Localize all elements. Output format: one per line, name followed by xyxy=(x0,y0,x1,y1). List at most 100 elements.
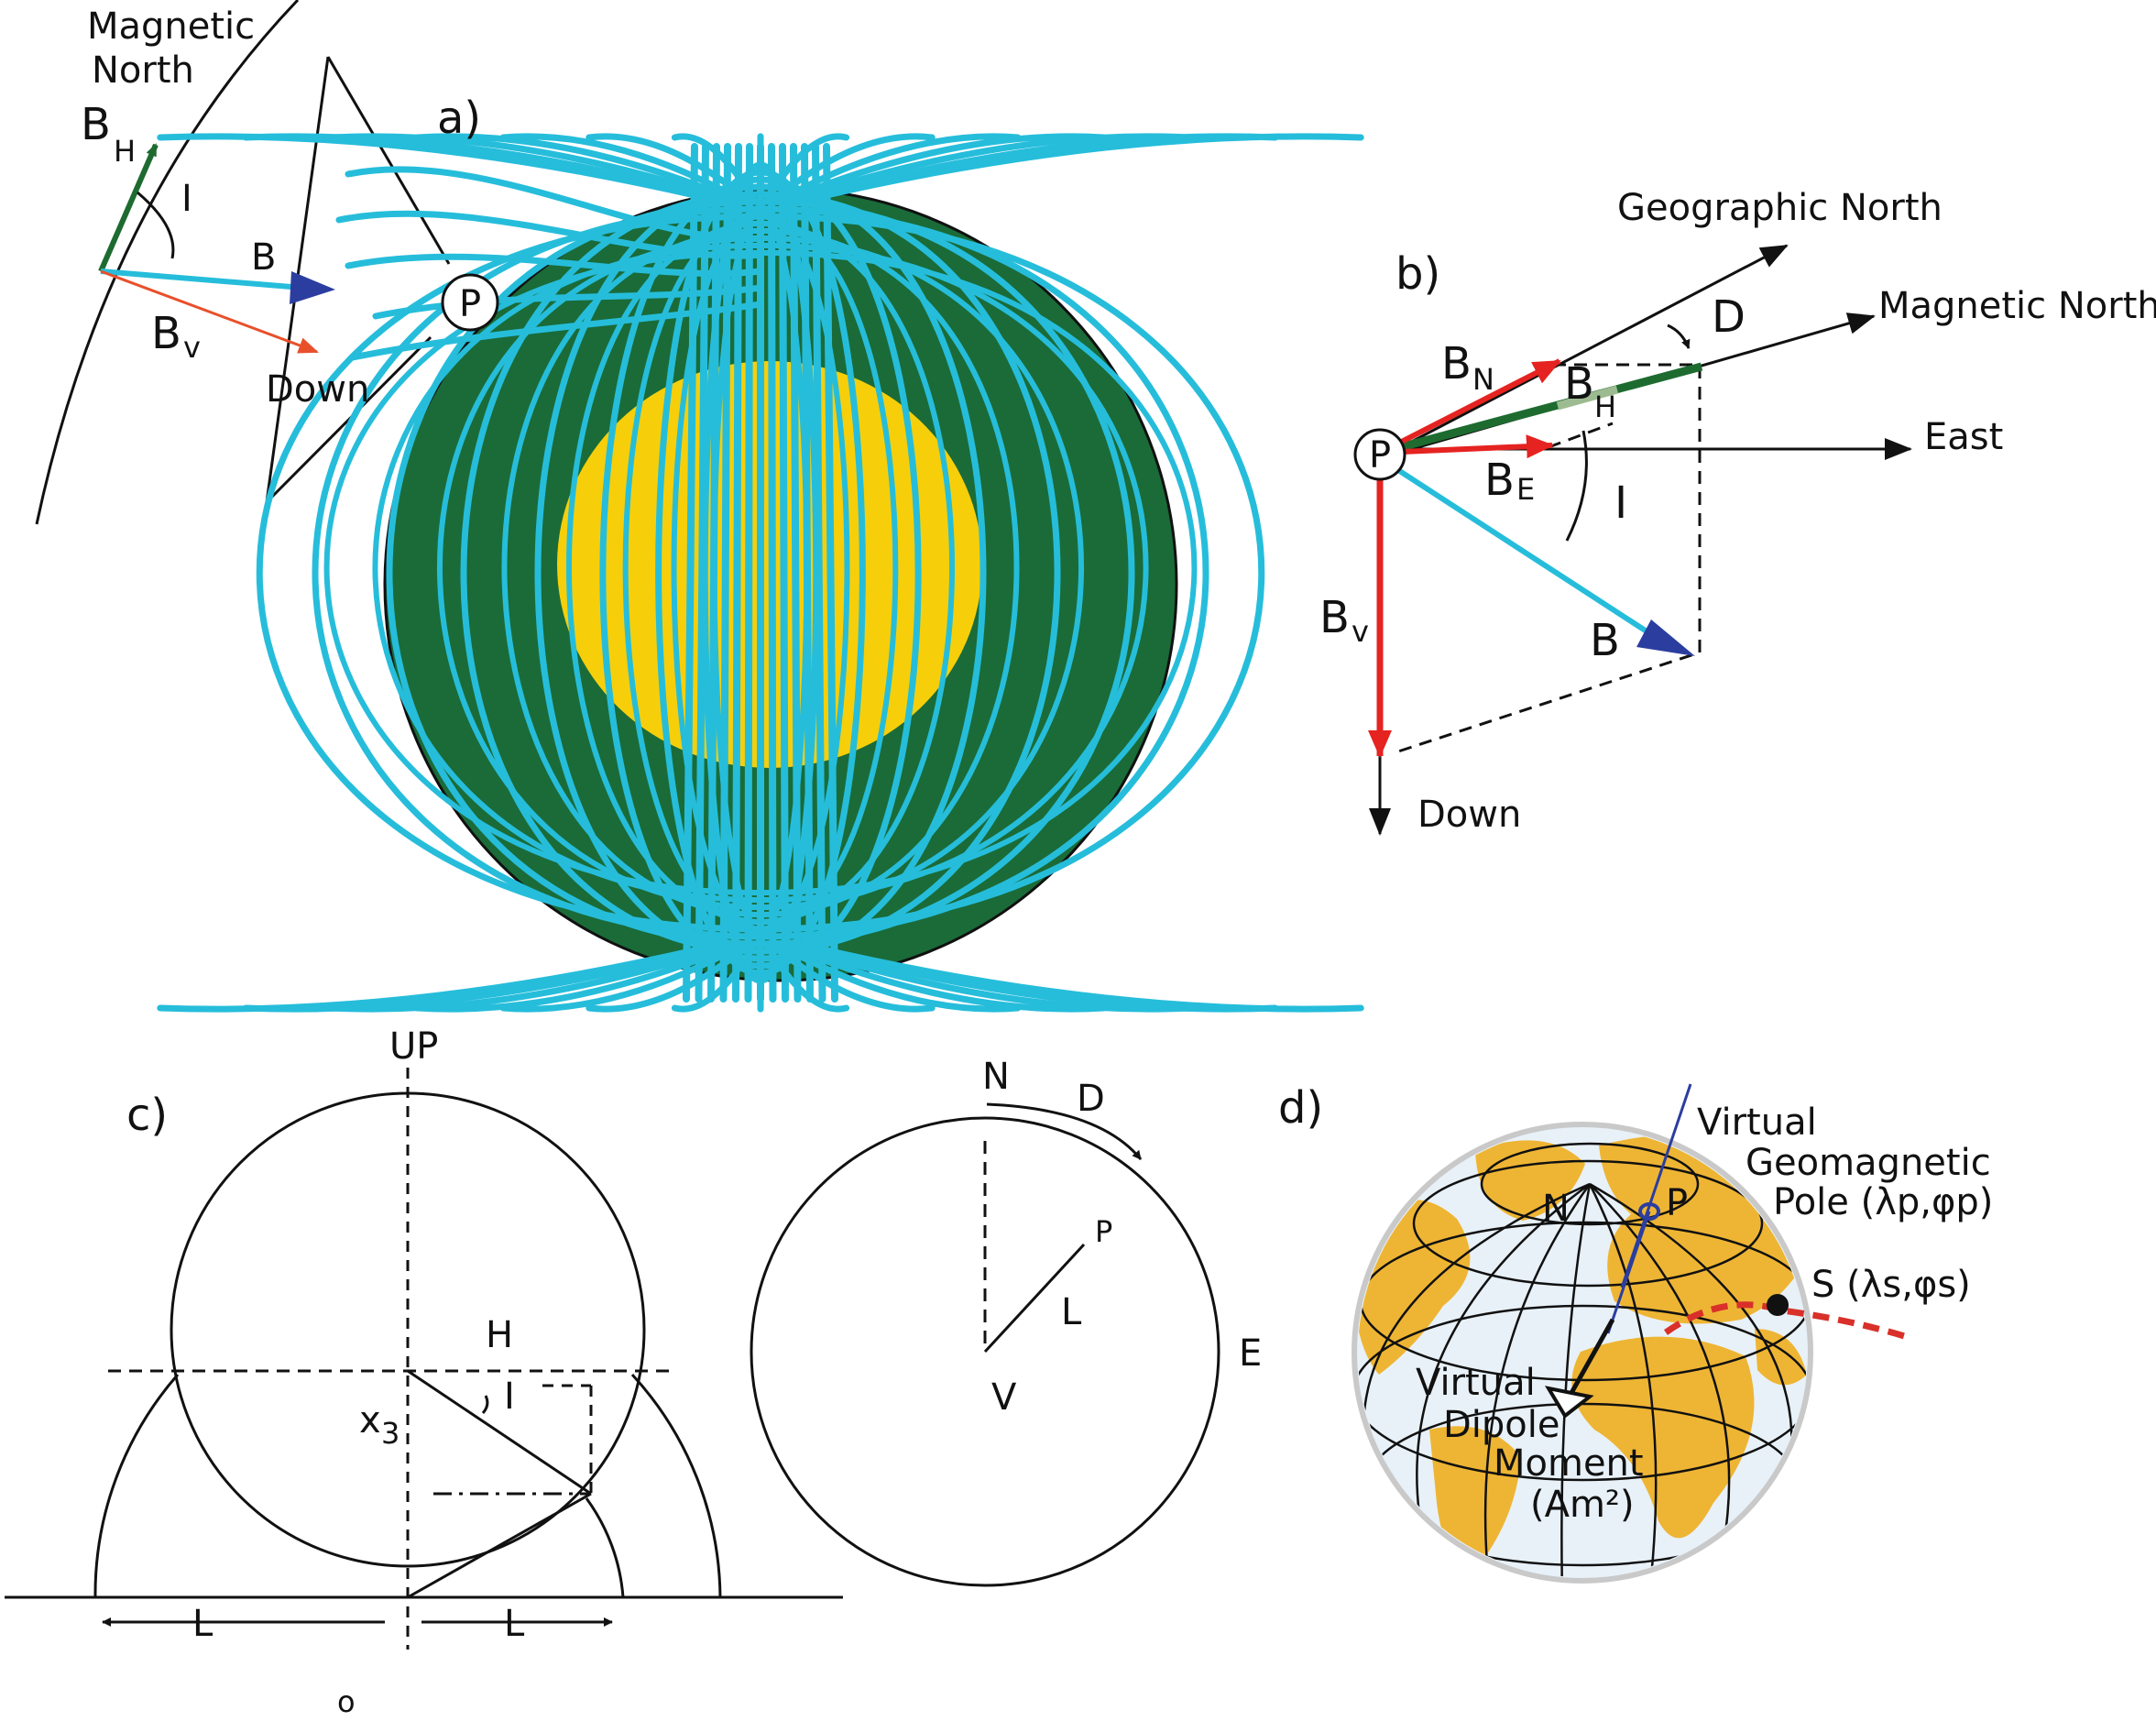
magnetic-north-label-2: North xyxy=(92,49,194,92)
bh-label: B xyxy=(81,99,111,150)
n-label: N xyxy=(1542,1188,1570,1230)
be-vector xyxy=(1379,434,1554,459)
inclination-arc xyxy=(137,191,175,259)
field-line xyxy=(790,143,802,1003)
magnetic-north-label: Magnetic North xyxy=(1878,285,2156,327)
l-right-label: L xyxy=(504,1603,525,1645)
panel-a-label: a) xyxy=(437,93,481,144)
field-line xyxy=(345,253,764,278)
bv-subscript: v xyxy=(1352,614,1369,649)
dipole-axis xyxy=(1606,1211,1651,1334)
b-vector-head xyxy=(1636,619,1695,656)
field-line xyxy=(823,143,838,1003)
panel-c xyxy=(5,1068,843,1650)
field-line xyxy=(757,191,1061,955)
inclination-arc xyxy=(1565,430,1588,542)
field-line xyxy=(801,143,814,1003)
inclination-label: I xyxy=(1614,477,1627,529)
field-line xyxy=(695,143,709,1003)
equator xyxy=(1358,1304,1807,1482)
be-label: B xyxy=(1484,455,1515,506)
site-path xyxy=(1663,1301,1912,1342)
field-line xyxy=(757,176,922,970)
point-p-marker xyxy=(1353,428,1406,481)
e-label: E xyxy=(1239,1332,1262,1375)
bn-vector xyxy=(1378,358,1561,455)
b-label: B xyxy=(251,236,276,279)
parallel-60 xyxy=(1412,1159,1764,1288)
d-label: D xyxy=(1077,1078,1105,1120)
i-label: I xyxy=(504,1376,515,1418)
field-line xyxy=(795,133,1364,205)
field-line xyxy=(812,143,826,1003)
vdm-label-4: (Am²) xyxy=(1530,1484,1635,1526)
field-line xyxy=(328,940,737,1013)
declination-arc xyxy=(1667,323,1691,349)
site-label: S (λs,φs) xyxy=(1811,1264,1971,1306)
field-line xyxy=(157,133,726,205)
bh-subscript: H xyxy=(1594,389,1616,424)
up-label: UP xyxy=(389,1025,438,1068)
field-line xyxy=(773,133,1022,205)
earth-surface-arc xyxy=(35,0,300,525)
degree-mark: o xyxy=(337,1684,356,1719)
stereonet xyxy=(750,1102,1220,1587)
bh-vector-light xyxy=(1556,385,1619,411)
field-line xyxy=(683,143,698,1003)
l-label: L xyxy=(1061,1291,1082,1333)
b-vector-head xyxy=(290,271,335,304)
bv-vector xyxy=(100,269,319,354)
vgp-label-2: Geomagnetic xyxy=(1746,1142,1991,1184)
panel-d-label: d) xyxy=(1278,1082,1323,1134)
field-line xyxy=(768,143,777,1003)
down-label: Down xyxy=(1417,794,1521,836)
field-line xyxy=(795,940,1364,1013)
bn-subscript: N xyxy=(1472,362,1494,397)
field-line xyxy=(157,940,726,1013)
field-line xyxy=(749,249,1198,896)
tangent-line-upper xyxy=(326,56,451,265)
point-p-marker xyxy=(441,273,499,332)
panel-c-label: c) xyxy=(126,1090,168,1141)
meridian-7 xyxy=(1362,1182,1591,1431)
b-label: B xyxy=(1590,615,1620,666)
field-line xyxy=(499,133,748,205)
field-line xyxy=(749,235,1084,911)
vdm-label-1: Virtual xyxy=(1416,1362,1536,1404)
left-arc xyxy=(93,1374,180,1598)
panel-b-label: b) xyxy=(1395,248,1440,300)
vgp-marker xyxy=(1638,1202,1660,1221)
chord-line xyxy=(407,1492,592,1599)
panel-b: b) Geographic North Magnetic North East … xyxy=(1319,187,2156,836)
field-line xyxy=(437,235,772,911)
field-lines xyxy=(157,133,1364,1013)
field-line xyxy=(386,198,764,948)
field-line xyxy=(779,143,789,1003)
field-line xyxy=(372,284,764,320)
africa xyxy=(1571,1336,1755,1539)
field-line xyxy=(534,183,764,962)
field-line xyxy=(242,133,731,205)
declination-arc xyxy=(986,1102,1143,1160)
bv-label: B xyxy=(151,308,181,359)
bh-vector xyxy=(1378,362,1703,457)
east-label: East xyxy=(1924,416,2003,458)
field-line xyxy=(335,210,764,259)
field-line xyxy=(757,213,1265,933)
field-line xyxy=(312,205,764,940)
field-line xyxy=(566,220,772,926)
field-line xyxy=(414,940,742,1013)
vgp-label-3: Pole (λp,φp) xyxy=(1773,1181,1993,1223)
field-line xyxy=(345,166,764,243)
dipole-moment-head xyxy=(1544,1386,1594,1419)
bv-label: B xyxy=(1319,592,1350,643)
field-line xyxy=(768,940,936,1013)
unit-sphere xyxy=(170,1091,646,1568)
l-left-label: L xyxy=(192,1603,213,1645)
right-arc-inner xyxy=(585,1497,625,1598)
field-line xyxy=(328,133,737,205)
bh-label: B xyxy=(1564,358,1594,410)
meridian-3 xyxy=(1483,1183,1592,1577)
bv-subscript: v xyxy=(183,330,201,365)
bh-vector xyxy=(98,143,159,273)
